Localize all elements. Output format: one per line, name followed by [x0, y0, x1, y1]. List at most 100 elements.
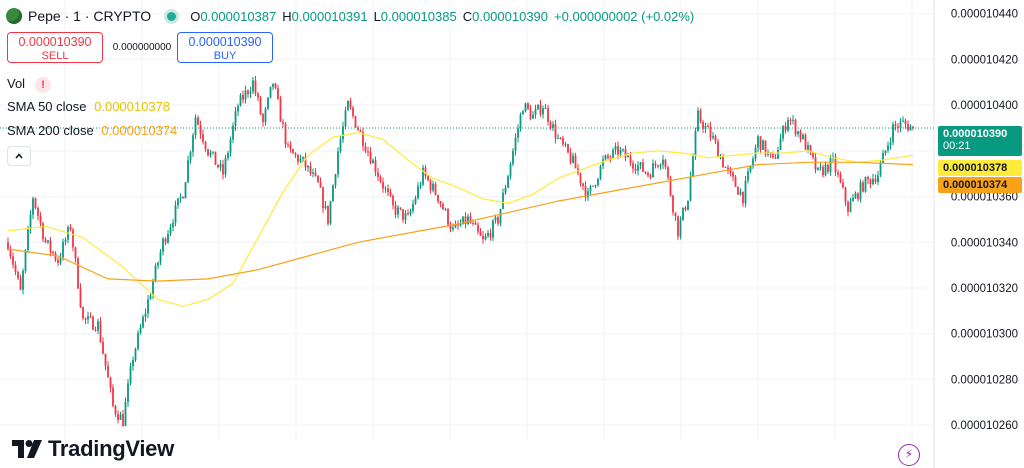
candle-body — [759, 136, 762, 150]
candle-body — [154, 265, 157, 282]
candle-body — [39, 215, 42, 224]
candle-body — [602, 159, 604, 166]
warning-icon[interactable]: ! — [35, 76, 52, 93]
candle-body — [484, 236, 487, 240]
candle-body — [29, 214, 32, 230]
candle-body — [267, 97, 269, 109]
candle-body — [337, 151, 339, 175]
candle-body — [654, 163, 657, 166]
candle-body — [294, 153, 297, 156]
candle-body — [137, 332, 139, 349]
candle-body — [494, 217, 497, 221]
market-status-icon — [167, 11, 177, 21]
candle-body — [847, 202, 849, 212]
candle-body — [819, 166, 822, 168]
candle-body — [432, 183, 434, 191]
y-tick-label: 0.000010420 — [951, 54, 1018, 66]
candle-body — [829, 158, 832, 172]
candle-body — [479, 231, 482, 236]
candle-body — [682, 207, 684, 220]
candle-body — [232, 125, 234, 140]
candle-body — [624, 149, 627, 158]
candle-body — [717, 141, 719, 158]
candle-body — [224, 158, 227, 175]
candle-body — [122, 414, 124, 426]
candle-body — [352, 107, 354, 116]
candle-body — [277, 88, 279, 100]
candle-body — [817, 167, 819, 170]
sell-label: SELL — [41, 50, 69, 62]
candle-body — [592, 185, 594, 187]
candle-body — [297, 155, 299, 162]
vol-indicator[interactable]: Vol! — [7, 76, 52, 93]
candle-body — [534, 109, 537, 115]
candle-body — [804, 134, 807, 150]
candle-body — [417, 186, 419, 199]
high-key: H — [282, 8, 292, 24]
candle-body — [757, 136, 759, 148]
candle-body — [254, 80, 257, 94]
candle-body — [887, 145, 889, 151]
candle-body — [109, 377, 112, 388]
candle-body — [859, 182, 862, 200]
candle-body — [882, 153, 884, 164]
candle-body — [884, 150, 887, 154]
candle-body — [709, 126, 712, 138]
candle-body — [777, 149, 779, 159]
candle-body — [414, 198, 417, 204]
symbol-title[interactable]: Pepe · 1 · CRYPTO — [28, 8, 152, 24]
candle-body — [317, 175, 319, 183]
candle-body — [377, 172, 379, 178]
candle-body — [689, 176, 692, 201]
candle-body — [419, 184, 422, 187]
candle-body — [837, 172, 839, 175]
candle-body — [52, 251, 54, 254]
candle-body — [447, 209, 449, 225]
candle-body — [204, 141, 207, 150]
buy-button[interactable]: 0.000010390 BUY — [177, 32, 273, 63]
candle-body — [397, 207, 399, 215]
candle-body — [127, 383, 129, 402]
countdown-value: 00:21 — [943, 140, 971, 152]
candle-body — [272, 83, 274, 87]
candle-body — [192, 135, 194, 152]
candle-body — [504, 187, 507, 193]
collapse-legend-button[interactable] — [7, 146, 31, 166]
candle-body — [62, 241, 64, 258]
candle-body — [849, 201, 852, 212]
vol-label: Vol — [7, 76, 26, 91]
sma50-indicator[interactable]: SMA 50 close 0.000010378 — [7, 99, 170, 114]
candle-body — [242, 94, 244, 100]
candle-body — [422, 167, 424, 185]
candle-body — [489, 232, 492, 238]
candle-body — [289, 144, 292, 149]
candle-body — [519, 114, 522, 129]
candle-body — [864, 176, 867, 192]
candle-body — [472, 222, 474, 224]
tradingview-logo-icon — [12, 440, 42, 458]
candle-body — [172, 222, 174, 228]
candle-body — [389, 192, 392, 196]
candle-body — [627, 155, 629, 158]
candle-body — [464, 216, 467, 224]
brand-name: TradingView — [48, 436, 174, 461]
lightning-icon[interactable]: ⚡ — [898, 444, 920, 466]
candle-body — [72, 229, 74, 248]
candle-body — [34, 198, 37, 209]
candle-body — [842, 182, 844, 188]
sell-button[interactable]: 0.000010390 SELL — [7, 32, 103, 63]
candle-body — [749, 166, 752, 172]
sma200-indicator[interactable]: SMA 200 close 0.000010374 — [7, 123, 177, 138]
candle-body — [807, 145, 809, 150]
buy-label: BUY — [213, 50, 237, 62]
candle-body — [227, 152, 229, 159]
candle-body — [409, 210, 412, 215]
tradingview-logo[interactable]: TradingView — [12, 436, 174, 462]
candle-body — [527, 103, 529, 109]
open-key: O — [190, 8, 201, 24]
candle-body — [384, 188, 387, 190]
candle-body — [114, 405, 117, 415]
candle-body — [314, 172, 317, 176]
candle-body — [539, 104, 542, 115]
